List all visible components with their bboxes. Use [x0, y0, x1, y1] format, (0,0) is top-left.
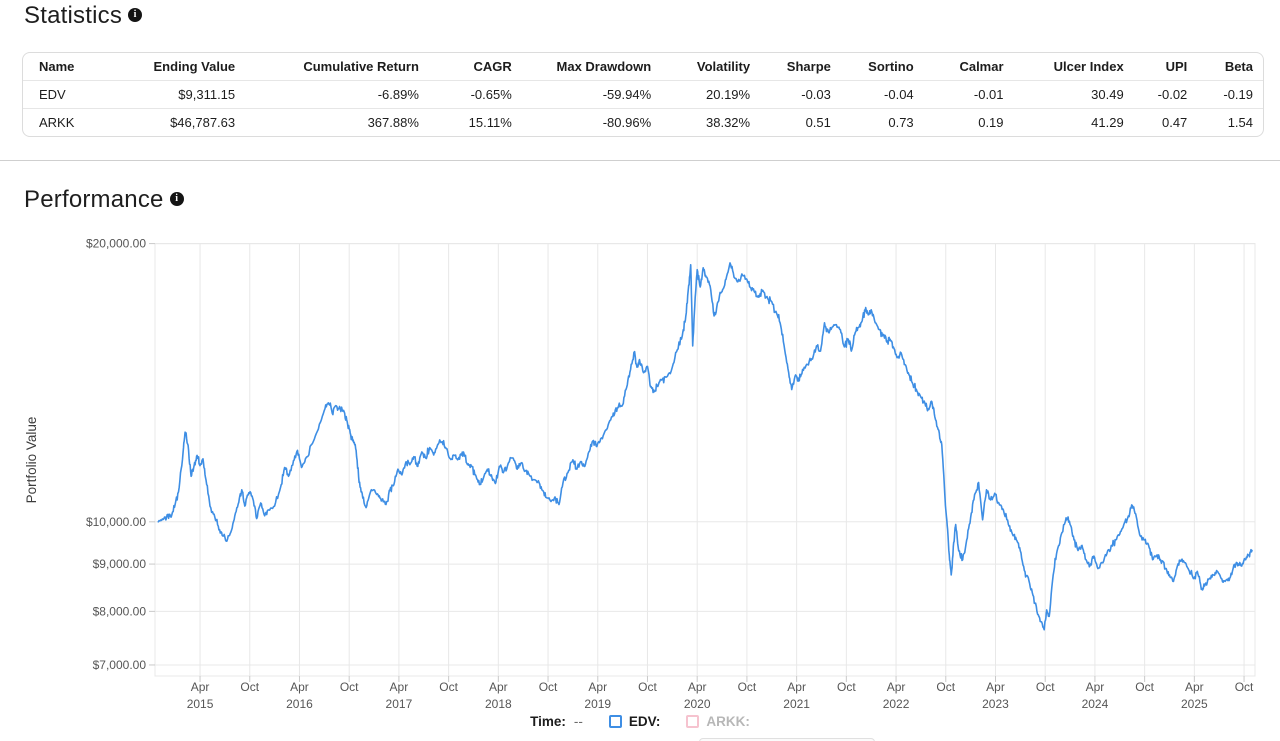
info-icon[interactable]: i: [169, 191, 184, 206]
column-header: Ending Value: [153, 59, 236, 74]
x-tick-year: 2019: [584, 697, 611, 711]
column-header: Sharpe: [786, 59, 831, 74]
stat-cell: -80.96%: [521, 108, 662, 136]
table-row: ARKK $46,787.63 367.88% 15.11% -80.96% 38.32%…: [23, 108, 1263, 136]
y-tick-label: $20,000.00: [86, 237, 146, 251]
x-tick-year: 2024: [1082, 697, 1109, 711]
y-tick-label: $8,000.00: [93, 604, 147, 618]
stat-cell: -0.03: [760, 80, 841, 108]
stat-cell: 0.47: [1133, 108, 1198, 136]
x-tick-year: 2016: [286, 697, 313, 711]
stat-cell: -0.65%: [428, 80, 522, 108]
ticker-cell: EDV: [23, 80, 114, 108]
stat-cell: 38.32%: [661, 108, 761, 136]
x-tick-label: Apr: [986, 680, 1005, 694]
x-tick-label: Apr: [787, 680, 806, 694]
stat-cell: 0.73: [840, 108, 924, 136]
stat-cell: -6.89%: [245, 80, 429, 108]
column-header: Beta: [1224, 59, 1253, 74]
table-header-row: Name Ending Value Cumulative Return CAGR Max…: [23, 53, 1263, 80]
stat-cell: 15.11%: [428, 108, 522, 136]
x-tick-year: 2023: [982, 697, 1009, 711]
x-tick-label: Oct: [340, 680, 359, 694]
cutoff-element: [699, 738, 875, 741]
x-tick-year: 2015: [187, 697, 214, 711]
stat-cell: -59.94%: [521, 80, 662, 108]
x-tick-label: Apr: [191, 680, 210, 694]
ticker-cell: ARKK: [23, 108, 114, 136]
x-tick-label: Oct: [1235, 680, 1254, 694]
x-tick-label: Oct: [539, 680, 558, 694]
x-tick-year: 2017: [386, 697, 413, 711]
table-row: EDV $9,311.15 -6.89% -0.65% -59.94% 20.19% -0.…: [23, 80, 1263, 108]
x-tick-label: Oct: [738, 680, 757, 694]
x-tick-label: Apr: [1086, 680, 1105, 694]
x-tick-label: Oct: [837, 680, 856, 694]
column-header: Calmar: [959, 59, 1004, 74]
stat-cell: 0.19: [923, 108, 1014, 136]
legend-item-arkk[interactable]: ARKK:: [686, 714, 750, 729]
stat-cell: -0.19: [1197, 80, 1263, 108]
x-tick-year: 2018: [485, 697, 512, 711]
column-header: Name: [39, 59, 75, 74]
legend-label-edv: EDV:: [628, 714, 661, 729]
column-header: Volatility: [696, 59, 751, 74]
x-tick-label: Oct: [638, 680, 657, 694]
x-tick-label: Oct: [936, 680, 955, 694]
stat-cell: $46,787.63: [113, 108, 246, 136]
performance-title: Performance: [24, 186, 164, 213]
legend-time-label: Time:: [530, 714, 566, 729]
stat-cell: -0.01: [923, 80, 1014, 108]
x-tick-label: Apr: [290, 680, 309, 694]
x-tick-year: 2021: [783, 697, 810, 711]
stat-cell: 41.29: [1013, 108, 1134, 136]
x-tick-year: 2025: [1181, 697, 1208, 711]
info-icon[interactable]: i: [128, 7, 143, 22]
x-tick-label: Apr: [588, 680, 607, 694]
y-axis-title: Portfolio Value: [24, 417, 39, 504]
legend-label-arkk: ARKK:: [706, 714, 750, 729]
x-tick-label: Apr: [489, 680, 508, 694]
y-tick-label: $7,000.00: [93, 658, 147, 672]
column-header: Max Drawdown: [556, 59, 652, 74]
x-tick-label: Apr: [390, 680, 409, 694]
column-header: UPI: [1165, 59, 1188, 74]
stat-cell: 367.88%: [245, 108, 429, 136]
statistics-table: Name Ending Value Cumulative Return CAGR Max…: [22, 52, 1264, 137]
chart-legend: Time: -- EDV: ARKK:: [0, 714, 1280, 729]
stat-cell: 30.49: [1013, 80, 1134, 108]
x-tick-label: Apr: [887, 680, 906, 694]
x-tick-year: 2022: [883, 697, 910, 711]
stat-cell: -0.02: [1133, 80, 1198, 108]
legend-item-edv[interactable]: EDV:: [608, 714, 661, 729]
stat-cell: $9,311.15: [113, 80, 246, 108]
x-tick-label: Oct: [1036, 680, 1055, 694]
column-header: Cumulative Return: [303, 59, 419, 74]
stat-cell: 1.54: [1197, 108, 1263, 136]
statistics-header: Statistics i: [24, 2, 143, 30]
arkk-checkbox[interactable]: [686, 715, 700, 728]
statistics-title: Statistics: [24, 2, 123, 29]
x-tick-label: Apr: [688, 680, 707, 694]
section-divider: [0, 160, 1280, 161]
column-header: CAGR: [473, 59, 512, 74]
legend-time-value: --: [573, 714, 583, 729]
column-header: Sortino: [868, 59, 914, 74]
x-tick-year: 2020: [684, 697, 711, 711]
y-tick-label: $10,000.00: [86, 515, 146, 529]
stat-cell: -0.04: [840, 80, 924, 108]
x-tick-label: Apr: [1185, 680, 1204, 694]
column-header: Ulcer Index: [1053, 59, 1124, 74]
series-line-edv[interactable]: [157, 262, 1253, 631]
stat-cell: 20.19%: [661, 80, 761, 108]
stat-cell: 0.51: [760, 108, 841, 136]
performance-header: Performance i: [24, 186, 184, 214]
x-tick-label: Oct: [439, 680, 458, 694]
y-tick-label: $9,000.00: [93, 557, 147, 571]
x-tick-label: Oct: [240, 680, 259, 694]
x-tick-label: Oct: [1135, 680, 1154, 694]
edv-checkbox[interactable]: [608, 715, 622, 728]
